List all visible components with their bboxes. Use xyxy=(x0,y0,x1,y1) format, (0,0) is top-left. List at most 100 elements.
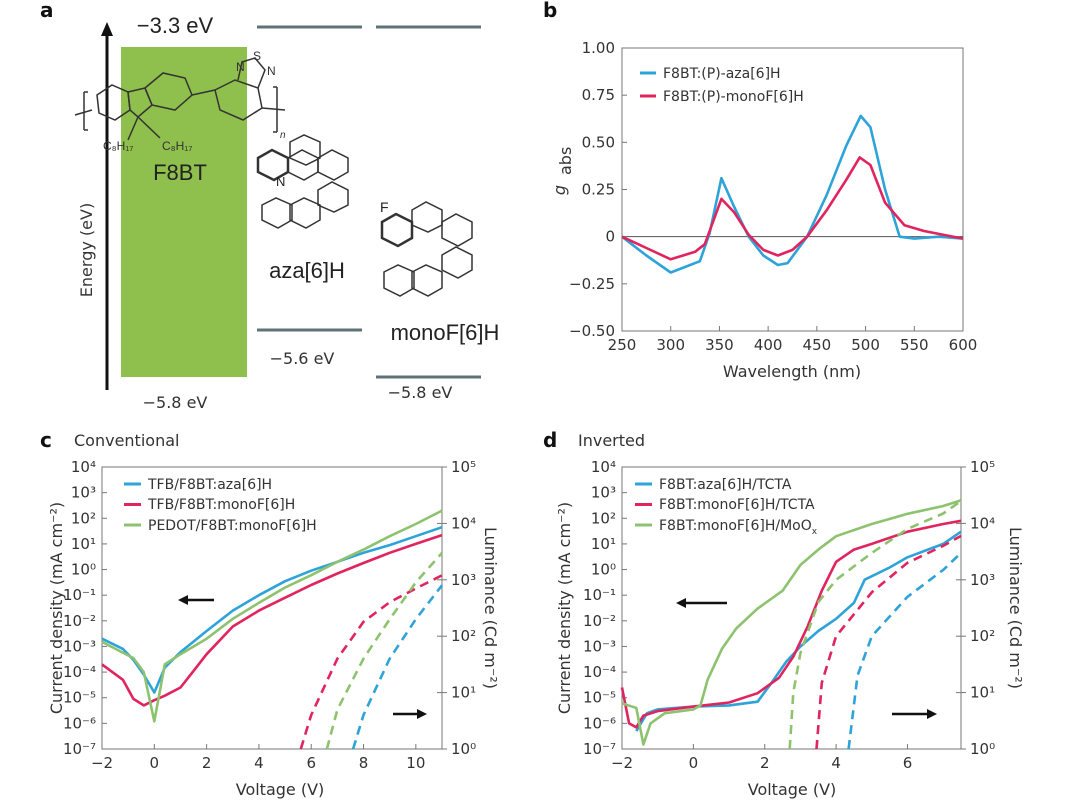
legend-label-c-0: TFB/F8BT:aza[6]H xyxy=(147,477,272,493)
y-tick-label-c: 10³ xyxy=(71,484,96,502)
legend-label-d-2: F8BT:monoF[6]H/MoOx xyxy=(659,518,818,537)
arrow-left-icon xyxy=(676,598,686,608)
f8bt-atom-n1: N xyxy=(236,60,245,74)
y2-tick-label-c: 10¹ xyxy=(451,684,476,702)
y-tick-label-b: 0.50 xyxy=(582,133,615,151)
aza6h-structure xyxy=(256,134,349,229)
series-line-c-4 xyxy=(325,552,443,750)
panel-label-b: b xyxy=(543,0,557,22)
panel-label-c: c xyxy=(40,428,52,452)
y-tick-label-b: 0 xyxy=(605,228,615,246)
x-tick-label-b: 400 xyxy=(754,336,783,354)
panel-label-d: d xyxy=(543,428,557,452)
f8bt-band xyxy=(121,47,247,377)
monof-atom-f: F xyxy=(380,199,389,215)
legend-label-b-1: F8BT:(P)-monoF[6]H xyxy=(663,89,804,105)
y-axis-label-d: Current density (mA cm⁻²) xyxy=(555,502,574,714)
panel-b: b F8BT:(P)-aza[6]H F8BT:(P)-monoF[6]H Wa… xyxy=(543,0,977,381)
y-tick-label-c: 10⁻⁶ xyxy=(63,714,96,732)
x-tick-label-d: 2 xyxy=(760,754,770,772)
series-line-d-4 xyxy=(815,534,962,750)
series-line-c-5 xyxy=(351,584,444,750)
x-tick-label-c: 6 xyxy=(306,754,316,772)
y2-tick-label-c: 10³ xyxy=(451,571,476,589)
monof-homo-label: −5.8 eV xyxy=(388,383,453,402)
arrow-right-icon xyxy=(927,709,937,719)
y-tick-label-d: 10⁻⁴ xyxy=(583,663,616,681)
y-axis-label-c: Current density (mA cm⁻²) xyxy=(47,502,66,714)
y2-tick-label-d: 10⁵ xyxy=(970,458,995,476)
y-tick-label-c: 10⁴ xyxy=(71,458,96,476)
panel-title-d: Inverted xyxy=(578,431,645,450)
plot-frame-c xyxy=(101,466,443,750)
x-tick-label-d: 0 xyxy=(689,754,699,772)
y2-tick-label-c: 10⁵ xyxy=(451,458,476,476)
arrow-left-icon xyxy=(178,595,188,605)
f8bt-lumo-label: −3.3 eV xyxy=(137,13,214,38)
plot-frame-d xyxy=(621,466,962,750)
y-tick-label-d: 10⁻² xyxy=(583,612,616,630)
y2-tick-label-d: 10⁴ xyxy=(970,514,995,532)
y-tick-label-c: 10⁻⁴ xyxy=(63,663,96,681)
y-tick-label-c: 10⁰ xyxy=(71,561,96,579)
f8bt-structure xyxy=(74,57,286,141)
y2-axis-label-d: Luminance (Cd m⁻²) xyxy=(1006,527,1025,689)
y-tick-label-c: 10⁻³ xyxy=(63,637,96,655)
y-tick-label-d: 10³ xyxy=(591,484,616,502)
y-tick-label-d: 10⁻⁷ xyxy=(583,740,616,758)
y-tick-label-d: 10⁴ xyxy=(591,458,616,476)
f8bt-label: F8BT xyxy=(153,160,207,185)
panel-title-c: Conventional xyxy=(74,431,179,450)
y-tick-label-c: 10¹ xyxy=(71,535,96,553)
x-tick-label-d: 4 xyxy=(831,754,841,772)
c8h17-right: C₈H₁₇ xyxy=(162,139,192,153)
f8bt-repeat-n: n xyxy=(280,130,286,141)
legend-label-b-0: F8BT:(P)-aza[6]H xyxy=(663,66,781,82)
arrow-right-icon xyxy=(417,709,427,719)
x-tick-label-b: 450 xyxy=(803,336,832,354)
x-axis-label-c: Voltage (V) xyxy=(236,780,325,799)
aza-homo-label: −5.6 eV xyxy=(270,349,335,368)
y-tick-label-b: 0.75 xyxy=(582,86,615,104)
f8bt-atom-n2: N xyxy=(267,64,276,78)
y-tick-label-b: 1.00 xyxy=(582,39,615,57)
series-line-d-1 xyxy=(620,519,962,729)
series-line-b-0 xyxy=(621,114,964,274)
x-tick-label-c: −2 xyxy=(91,754,113,772)
x-tick-label-b: 350 xyxy=(705,336,734,354)
x-tick-label-d: 6 xyxy=(903,754,913,772)
series-line-c-3 xyxy=(299,574,443,750)
aza-label: aza[6]H xyxy=(269,258,345,283)
series-line-d-0 xyxy=(635,530,962,732)
x-tick-label-c: 0 xyxy=(150,754,160,772)
series-line-c-1 xyxy=(101,533,443,707)
x-tick-label-b: 600 xyxy=(949,336,978,354)
x-tick-label-b: 250 xyxy=(608,336,637,354)
monof-label: monoF[6]H xyxy=(391,320,500,345)
series-line-c-2 xyxy=(101,509,443,723)
y2-tick-label-d: 10⁰ xyxy=(970,740,995,758)
y2-axis-label-c: Luminance (Cd m⁻²) xyxy=(481,527,500,689)
y-tick-label-d: 10⁻¹ xyxy=(583,586,616,604)
legend-label-c-1: TFB/F8BT:monoF[6]H xyxy=(147,497,295,513)
panel-a: a Energy (eV) −3.3 eV −5.8 eV F8BT S N N… xyxy=(40,0,499,412)
y-tick-label-b: 0.25 xyxy=(582,181,615,199)
y-tick-label-b: −0.25 xyxy=(569,275,615,293)
c8h17-left: C₈H₁₇ xyxy=(103,139,133,153)
y-axis-label-b-sub: abs xyxy=(556,147,575,175)
y-tick-label-d: 10¹ xyxy=(591,535,616,553)
panel-d: d Inverted F8BT:aza[6]H/TCTA F8BT:monoF[… xyxy=(543,428,1025,799)
y-tick-label-c: 10² xyxy=(71,509,96,527)
y-tick-label-c: 10⁻⁷ xyxy=(63,740,96,758)
y-tick-label-c: 10⁻⁵ xyxy=(63,689,96,707)
aza-atom-n: N xyxy=(276,174,285,189)
y2-tick-label-d: 10² xyxy=(970,627,995,645)
series-line-c-0 xyxy=(101,525,443,694)
x-axis-label-d: Voltage (V) xyxy=(748,780,837,799)
panel-c: c Conventional TFB/F8BT:aza[6]H TFB/F8BT… xyxy=(40,428,500,799)
monof6h-structure xyxy=(380,201,473,297)
x-tick-label-b: 500 xyxy=(851,336,880,354)
legend-label-d-0: F8BT:aza[6]H/TCTA xyxy=(659,477,792,493)
y-tick-label-c: 10⁻² xyxy=(63,612,96,630)
